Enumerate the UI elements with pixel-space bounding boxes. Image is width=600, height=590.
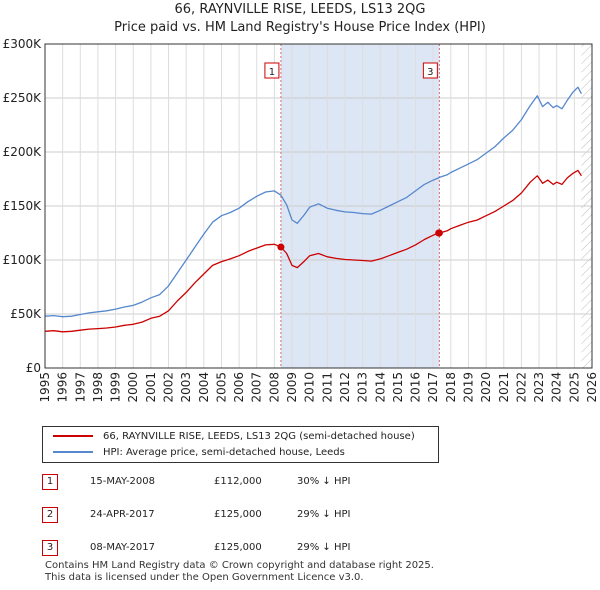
- property-price-line: [44, 169, 582, 333]
- x-tick-label: 2015: [391, 372, 405, 403]
- x-tick-label: 2007: [250, 372, 264, 403]
- x-tick-label: 2023: [532, 372, 546, 403]
- x-tick-label: 2019: [461, 372, 475, 403]
- x-tick-label: 2011: [320, 372, 334, 403]
- transaction-date: 08-MAY-2017: [90, 542, 156, 553]
- transaction-hpi: 29% ↓ HPI: [297, 542, 351, 553]
- hpi-line: [44, 86, 582, 318]
- x-tick-label: 2000: [126, 372, 140, 403]
- y-tick-label: £250K: [3, 91, 43, 105]
- y-tick-label: £300K: [3, 37, 43, 51]
- sale-marker-label: 1: [264, 62, 280, 79]
- footer-copyright: Contains HM Land Registry data © Crown c…: [45, 560, 434, 571]
- plot-frame: [44, 43, 593, 369]
- x-tick-label: 1999: [109, 372, 123, 403]
- transaction-price: £125,000: [214, 509, 262, 520]
- sale-point: [435, 229, 443, 237]
- sale-marker-number: 3: [427, 67, 433, 78]
- x-tick-label: 2013: [356, 372, 370, 403]
- x-tick-label: 1995: [38, 372, 52, 403]
- y-tick-label: £150K: [3, 199, 43, 213]
- transaction-date: 24-APR-2017: [90, 509, 155, 520]
- x-tick-label: 2001: [144, 372, 158, 403]
- chart-title: 66, RAYNVILLE RISE, LEEDS, LS13 2QG: [174, 2, 426, 17]
- x-tick-label: 2006: [232, 372, 246, 403]
- x-tick-label: 2005: [214, 372, 228, 403]
- x-tick-label: 2021: [497, 372, 511, 403]
- x-tick-label: 2008: [267, 372, 281, 403]
- y-tick-label: £100K: [3, 253, 43, 267]
- x-tick-label: 1997: [73, 372, 87, 403]
- footer-license: This data is licensed under the Open Gov…: [45, 572, 364, 583]
- sale-marker-box: [422, 62, 438, 79]
- x-tick-label: 2002: [162, 372, 176, 403]
- y-tick-label: £50K: [10, 307, 42, 321]
- x-tick-label: 2024: [550, 372, 564, 403]
- transaction-price: £125,000: [214, 542, 262, 553]
- legend-swatch-hpi: [53, 451, 93, 453]
- sale-point: [277, 243, 285, 251]
- table-row: 3 08-MAY-2017 £125,000 29% ↓ HPI: [42, 540, 442, 558]
- transaction-date: 15-MAY-2008: [90, 476, 156, 487]
- legend-label-hpi: HPI: Average price, semi-detached house,…: [103, 446, 345, 458]
- transaction-price: £112,000: [214, 476, 262, 487]
- y-tick-label: £200K: [3, 145, 43, 159]
- x-tick-label: 2022: [514, 372, 528, 403]
- sale-marker-number: 1: [269, 67, 275, 78]
- x-tick-label: 2017: [426, 372, 440, 403]
- legend-item-property: 66, RAYNVILLE RISE, LEEDS, LS13 2QG (sem…: [43, 428, 415, 444]
- x-tick-label: 2009: [285, 372, 299, 403]
- x-tick-label: 2026: [585, 372, 599, 403]
- x-tick-label: 2012: [338, 372, 352, 403]
- x-tick-label: 2014: [373, 372, 387, 403]
- y-tick-label: £0: [26, 361, 41, 375]
- transaction-hpi: 29% ↓ HPI: [297, 509, 351, 520]
- x-tick-label: 2004: [197, 372, 211, 403]
- sale-marker-box: [264, 62, 280, 79]
- x-tick-label: 1998: [91, 372, 105, 403]
- x-tick-label: 2016: [409, 372, 423, 403]
- transaction-badge: 1: [42, 474, 58, 490]
- table-row: 2 24-APR-2017 £125,000 29% ↓ HPI: [42, 507, 442, 525]
- x-tick-label: 2010: [303, 372, 317, 403]
- x-tick-label: 2003: [179, 372, 193, 403]
- x-tick-label: 1996: [56, 372, 70, 403]
- legend-label-property: 66, RAYNVILLE RISE, LEEDS, LS13 2QG (sem…: [103, 430, 415, 442]
- footer: Contains HM Land Registry data © Crown c…: [45, 560, 434, 584]
- table-row: 1 15-MAY-2008 £112,000 30% ↓ HPI: [42, 474, 442, 492]
- transaction-badge: 3: [42, 540, 58, 556]
- transaction-badge: 2: [42, 507, 58, 523]
- x-tick-label: 2025: [567, 372, 581, 403]
- x-tick-label: 2018: [444, 372, 458, 403]
- sale-marker-label: 3: [422, 62, 438, 79]
- legend-swatch-property: [53, 435, 93, 437]
- transaction-hpi: 30% ↓ HPI: [297, 476, 351, 487]
- legend: 66, RAYNVILLE RISE, LEEDS, LS13 2QG (sem…: [42, 426, 439, 463]
- x-tick-label: 2020: [479, 372, 493, 403]
- chart-subtitle: Price paid vs. HM Land Registry's House …: [114, 20, 486, 35]
- legend-item-hpi: HPI: Average price, semi-detached house,…: [43, 444, 345, 460]
